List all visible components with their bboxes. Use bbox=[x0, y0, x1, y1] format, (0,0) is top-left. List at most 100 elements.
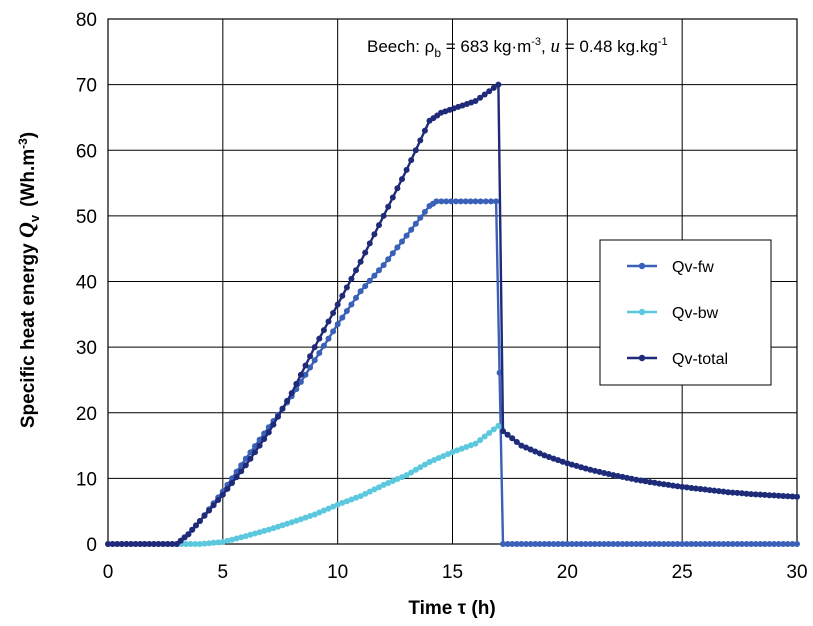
data-point bbox=[326, 319, 332, 325]
data-point bbox=[376, 267, 382, 273]
legend-label: Qv-bw bbox=[672, 305, 719, 322]
data-point bbox=[220, 492, 226, 498]
data-point bbox=[261, 436, 267, 442]
data-point bbox=[224, 486, 230, 492]
data-point bbox=[229, 480, 235, 486]
data-point bbox=[270, 422, 276, 428]
y-tick-label: 40 bbox=[76, 273, 97, 294]
annotation: Beech: ρb = 683 kg·m-3, u = 0.48 kg.kg-1 bbox=[367, 36, 668, 60]
data-point bbox=[394, 244, 400, 250]
data-point bbox=[478, 198, 484, 204]
data-point bbox=[339, 315, 345, 321]
data-point bbox=[362, 250, 368, 256]
y-axis-title: Specific heat energy Qv(Wh.m-3) bbox=[14, 132, 42, 428]
data-point bbox=[358, 259, 364, 265]
data-point bbox=[344, 308, 350, 314]
data-point bbox=[367, 240, 373, 246]
data-point bbox=[344, 284, 350, 290]
data-point bbox=[275, 414, 281, 420]
x-tick-label: 30 bbox=[786, 562, 807, 583]
data-point bbox=[390, 195, 396, 201]
data-point bbox=[348, 302, 354, 308]
x-tick-label: 25 bbox=[672, 562, 693, 583]
data-point bbox=[381, 262, 387, 268]
data-point bbox=[794, 541, 800, 547]
data-point bbox=[385, 204, 391, 210]
data-point bbox=[376, 222, 382, 228]
data-point bbox=[312, 357, 318, 363]
data-point bbox=[293, 381, 299, 387]
data-point bbox=[408, 157, 414, 163]
data-point bbox=[234, 474, 240, 480]
data-point bbox=[353, 295, 359, 301]
data-point bbox=[284, 398, 290, 404]
x-tick-label: 15 bbox=[442, 562, 463, 583]
annotation-moisture-symbol: u bbox=[551, 36, 561, 57]
data-point bbox=[362, 283, 368, 289]
x-tick-label: 20 bbox=[557, 562, 578, 583]
data-point bbox=[257, 443, 263, 449]
data-point bbox=[495, 82, 501, 88]
data-point bbox=[422, 209, 428, 215]
data-point bbox=[385, 256, 391, 262]
data-point bbox=[493, 198, 499, 204]
data-point bbox=[330, 310, 336, 316]
data-point bbox=[371, 231, 377, 237]
data-point bbox=[390, 250, 396, 256]
data-point bbox=[348, 276, 354, 282]
data-point bbox=[404, 233, 410, 239]
data-point bbox=[495, 423, 501, 429]
data-point bbox=[247, 456, 253, 462]
data-point bbox=[417, 215, 423, 221]
data-point bbox=[394, 185, 400, 191]
data-point bbox=[381, 213, 387, 219]
data-point bbox=[215, 497, 221, 503]
data-point bbox=[404, 167, 410, 173]
x-tick-label: 0 bbox=[103, 562, 114, 583]
data-point bbox=[417, 137, 423, 143]
data-point bbox=[371, 273, 377, 279]
y-tick-label: 80 bbox=[76, 10, 97, 31]
data-point bbox=[399, 176, 405, 182]
data-point bbox=[408, 227, 414, 233]
legend: Qv-fw Qv-bw Qv-total bbox=[600, 240, 771, 385]
annotation-species: Beech bbox=[367, 37, 415, 56]
y-tick-label: 60 bbox=[76, 141, 97, 162]
x-axis-title: Time τ (h) bbox=[408, 598, 495, 619]
data-point bbox=[312, 344, 318, 350]
data-point bbox=[422, 128, 428, 134]
data-point bbox=[303, 363, 309, 369]
data-point bbox=[413, 221, 419, 227]
data-point bbox=[307, 353, 313, 359]
data-point bbox=[335, 302, 341, 308]
legend-swatch-marker bbox=[639, 309, 645, 315]
data-point bbox=[353, 267, 359, 273]
data-point bbox=[413, 147, 419, 153]
data-point bbox=[298, 372, 304, 378]
data-point bbox=[358, 288, 364, 294]
data-point bbox=[316, 336, 322, 342]
data-point bbox=[794, 494, 800, 500]
x-tick-label: 5 bbox=[218, 562, 229, 583]
x-tick-label: 10 bbox=[327, 562, 348, 583]
legend-label: Qv-total bbox=[672, 351, 728, 368]
data-point bbox=[339, 293, 345, 299]
y-tick-label: 30 bbox=[76, 338, 97, 359]
data-point bbox=[280, 406, 286, 412]
data-point bbox=[266, 429, 272, 435]
data-point bbox=[243, 462, 249, 468]
data-point bbox=[483, 198, 489, 204]
legend-label: Qv-fw bbox=[672, 259, 714, 276]
y-tick-label: 0 bbox=[86, 535, 97, 556]
data-point bbox=[238, 468, 244, 474]
y-tick-label: 70 bbox=[76, 76, 97, 97]
data-point bbox=[206, 508, 212, 514]
data-point bbox=[289, 390, 295, 396]
legend-swatch-marker bbox=[639, 355, 645, 361]
legend-swatch-marker bbox=[639, 263, 645, 269]
data-point bbox=[252, 449, 258, 455]
data-point bbox=[211, 502, 217, 508]
annotation-density-value: 683 kg·m bbox=[460, 37, 531, 56]
data-point bbox=[321, 343, 327, 349]
